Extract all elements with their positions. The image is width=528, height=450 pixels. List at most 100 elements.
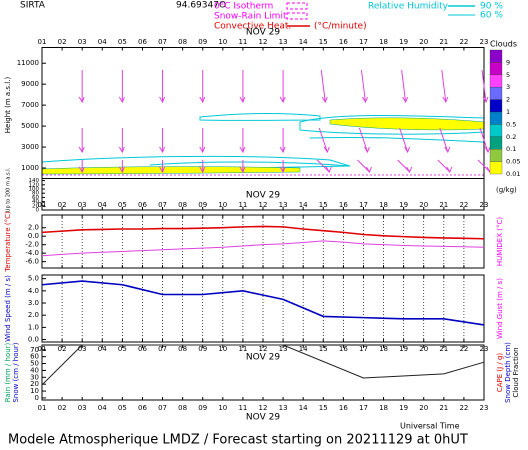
x-tick-label: 21	[439, 404, 448, 412]
x-tick-label: 10	[218, 201, 227, 209]
x-tick-label: 03	[78, 404, 87, 412]
y-tick-label: 60	[32, 195, 39, 201]
date-label: NOV 29	[246, 413, 280, 423]
wind-arrow-head	[362, 96, 368, 104]
colorbar-cell	[489, 111, 503, 125]
y-tick-label: 10	[30, 387, 39, 395]
colorbar-cell	[489, 124, 503, 137]
x-tick-label: 09	[198, 201, 207, 209]
y-axis-label: Snow (cm / hour)	[12, 342, 20, 402]
y-axis-label: Temperature (°C)	[4, 211, 12, 273]
x-tick-label: 02	[58, 38, 67, 46]
x-tick-label: 02	[58, 345, 67, 353]
x-tick-label: 16	[339, 345, 348, 353]
x-tick-label: 20	[419, 38, 428, 46]
legend-isotherm: 0°C Isotherm	[214, 2, 273, 12]
wind-arrow-head	[446, 166, 453, 174]
colorbar-label: 3	[506, 83, 510, 91]
x-tick-label: 19	[399, 404, 408, 412]
x-tick-label: 22	[459, 201, 468, 209]
y-axis-label: Wind Speed (m / s)	[4, 275, 12, 342]
colorbar-label: 0.5	[506, 120, 516, 128]
x-tick-label: 23	[480, 38, 489, 46]
wind-arrow	[320, 69, 326, 103]
y2-axis-label: HUMIDEX (°C)	[496, 217, 504, 266]
colorbar-cell	[489, 149, 503, 162]
x-tick-label: 18	[379, 345, 388, 353]
y-tick-label: 70	[30, 346, 39, 354]
x-axis-label: Universal Time	[400, 422, 460, 431]
date-label: NOV 29	[246, 191, 280, 201]
colorbar-label: 9	[506, 58, 510, 66]
x-tick-label: 13	[279, 345, 288, 353]
wind-arrow	[441, 69, 447, 103]
x-tick-label: 05	[118, 201, 127, 209]
data-line	[41, 344, 485, 386]
x-tick-label: 19	[399, 38, 408, 46]
x-tick-label: 15	[319, 201, 328, 209]
y-tick-label: 1000	[21, 164, 39, 172]
wind-arrow-head	[323, 146, 330, 154]
x-tick-label: 08	[178, 404, 187, 412]
y-tick-label: 40	[30, 366, 39, 374]
wind-arrow-head	[444, 146, 451, 154]
y-tick-label: 100	[29, 187, 40, 193]
x-tick-label: 12	[259, 345, 268, 353]
wind-arrow-head	[364, 146, 370, 154]
wind-arrow	[318, 127, 328, 153]
y-tick-label: 0.0	[28, 336, 39, 344]
x-tick-label: 15	[319, 404, 328, 412]
wind-arrow	[357, 159, 370, 173]
wind-arrow-head	[279, 166, 286, 174]
wind-arrow-head	[199, 96, 206, 104]
x-tick-label: 02	[58, 404, 67, 412]
y-tick-label: 2.0	[28, 311, 39, 319]
x-tick-label: 11	[238, 201, 247, 209]
x-tick-label: 03	[78, 201, 87, 209]
x-tick-label: 08	[178, 345, 187, 353]
x-tick-label: 03	[78, 38, 87, 46]
y-tick-label: 0	[35, 394, 39, 402]
y-tick-label: 30	[30, 373, 39, 381]
x-tick-label: 04	[98, 404, 107, 412]
x-tick-label: 13	[279, 201, 288, 209]
colorbar-unit: (g/kg)	[496, 186, 517, 194]
x-tick-label: 20	[419, 201, 428, 209]
legend-snow-rain: Snow-Rain Limit	[214, 12, 287, 22]
x-tick-label: 22	[459, 38, 468, 46]
x-tick-label: 23	[480, 404, 489, 412]
wind-arrow-head	[239, 166, 246, 174]
data-line	[41, 280, 485, 326]
wind-arrow-head	[321, 96, 328, 104]
y-tick-label: 3.0	[28, 299, 39, 307]
x-tick-label: 05	[118, 38, 127, 46]
x-tick-label: 06	[138, 345, 147, 353]
x-tick-label: 19	[399, 201, 408, 209]
x-tick-label: 22	[459, 404, 468, 412]
y2-axis-label: Wind Gust (m / s)	[496, 278, 504, 339]
wind-arrow-head	[78, 146, 85, 154]
x-tick-label: 18	[379, 404, 388, 412]
wind-arrow-head	[406, 166, 413, 174]
x-tick-label: 18	[379, 38, 388, 46]
x-tick-label: 14	[299, 201, 308, 209]
colorbar-cell	[489, 87, 503, 100]
y-tick-label: 20	[30, 380, 39, 388]
x-tick-label: 11	[238, 38, 247, 46]
x-tick-label: 17	[359, 38, 368, 46]
date-label: NOV 29	[246, 28, 280, 38]
wind-arrow	[316, 159, 330, 173]
wind-arrow-head	[159, 166, 166, 174]
x-tick-label: 08	[178, 38, 187, 46]
x-tick-label: 20	[419, 404, 428, 412]
x-tick-label: 17	[359, 345, 368, 353]
colorbar-label: 1	[506, 108, 510, 116]
y-tick-label: 50	[30, 360, 39, 368]
x-tick-label: 18	[379, 201, 388, 209]
x-tick-label: 13	[279, 38, 288, 46]
wind-arrow	[477, 159, 491, 173]
x-tick-label: 09	[198, 345, 207, 353]
wind-arrow-head	[118, 166, 125, 174]
wind-arrow-head	[159, 146, 166, 154]
